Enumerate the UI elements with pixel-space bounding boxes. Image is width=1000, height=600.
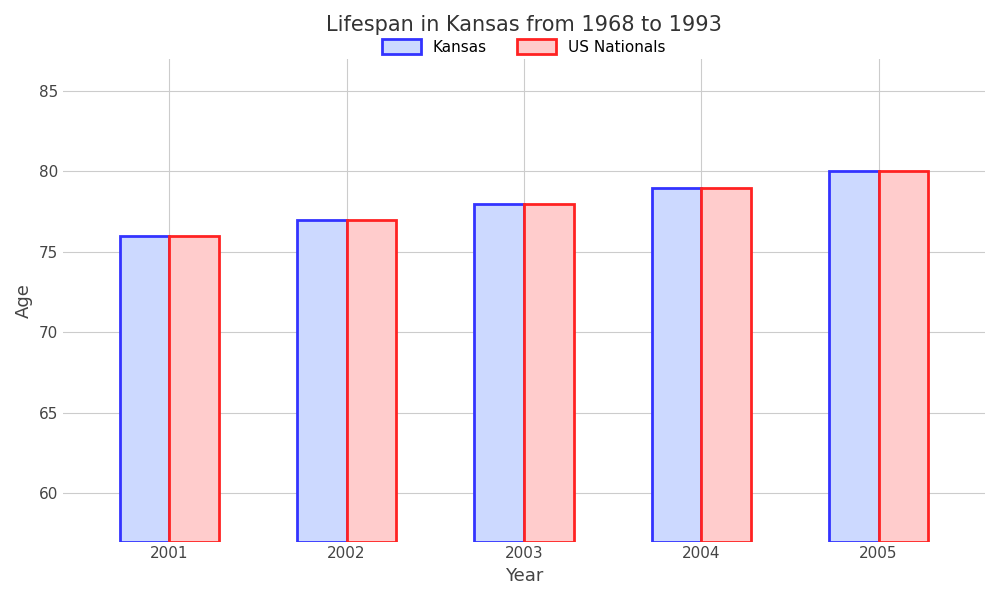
Bar: [474, 203, 524, 542]
Bar: [120, 236, 169, 542]
Bar: [524, 203, 574, 542]
Legend: Kansas, US Nationals: Kansas, US Nationals: [376, 32, 672, 61]
Bar: [652, 188, 701, 542]
Bar: [347, 220, 396, 542]
Y-axis label: Age: Age: [15, 283, 33, 317]
Bar: [701, 188, 751, 542]
X-axis label: Year: Year: [505, 567, 543, 585]
Title: Lifespan in Kansas from 1968 to 1993: Lifespan in Kansas from 1968 to 1993: [326, 15, 722, 35]
Bar: [879, 172, 928, 542]
Bar: [169, 236, 219, 542]
Bar: [829, 172, 879, 542]
Bar: [297, 220, 347, 542]
